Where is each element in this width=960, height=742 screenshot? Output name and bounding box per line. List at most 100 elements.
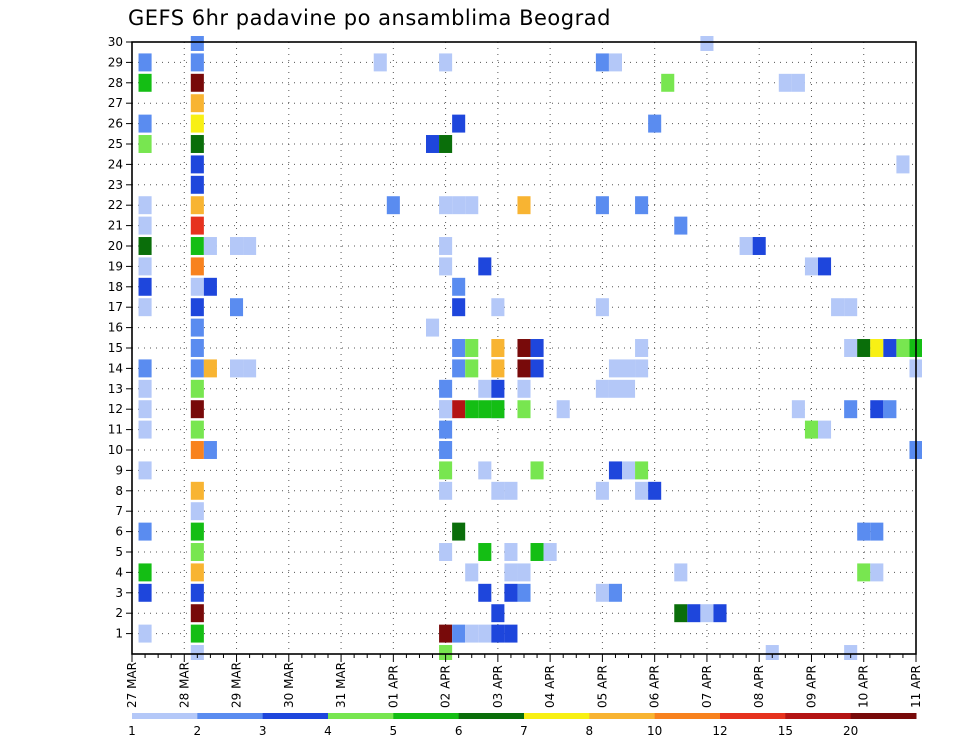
colorbar-label: 10: [647, 724, 662, 738]
heatmap-cell: [517, 339, 531, 357]
y-tick-label: 30: [108, 35, 123, 49]
heatmap-cell: [622, 359, 636, 378]
heatmap-cell: [635, 461, 649, 480]
heatmap-cell: [465, 563, 479, 582]
heatmap-cell: [138, 257, 152, 276]
y-tick-label: 4: [115, 565, 123, 579]
heatmap-cell: [138, 73, 152, 92]
colorbar-label: 8: [586, 724, 594, 738]
colorbar-label: 4: [324, 724, 332, 738]
colorbar-swatch: [850, 713, 917, 719]
heatmap-cell: [608, 461, 622, 480]
y-tick-label: 26: [108, 117, 123, 131]
heatmap-cell: [190, 135, 204, 153]
heatmap-cell: [203, 277, 217, 296]
heatmap-cell: [700, 604, 714, 623]
heatmap-cell: [648, 481, 662, 500]
colorbar-swatch: [654, 713, 721, 719]
heatmap-cell: [713, 604, 727, 623]
heatmap-cell: [452, 624, 466, 643]
heatmap-cell: [778, 73, 792, 92]
heatmap-cell: [190, 237, 204, 255]
heatmap-cell: [635, 196, 649, 215]
y-tick-label: 16: [108, 321, 123, 335]
heatmap-cell: [203, 237, 217, 255]
heatmap-cell: [138, 563, 152, 582]
heatmap-cell: [517, 379, 531, 398]
chart-title: GEFS 6hr padavine po ansamblima Beograd: [128, 6, 611, 30]
heatmap-cell: [190, 604, 204, 623]
heatmap-cell: [190, 94, 204, 113]
heatmap-cell: [478, 543, 492, 561]
y-tick-label: 15: [108, 341, 123, 355]
heatmap-cell: [687, 604, 701, 623]
heatmap-cell: [190, 175, 204, 194]
heatmap-cell: [818, 420, 832, 439]
y-tick-label: 23: [108, 178, 123, 192]
heatmap-cell: [857, 522, 871, 541]
heatmap-cell: [530, 543, 544, 561]
colorbar-swatch: [197, 713, 264, 719]
heatmap-cell: [543, 543, 557, 561]
heatmap-cell: [517, 583, 531, 602]
heatmap-cell: [190, 114, 204, 133]
heatmap-cell: [138, 624, 152, 643]
heatmap-cell: [190, 257, 204, 276]
colorbar: 1 2 3 4 5 6 7 8 10 12 15 20: [128, 713, 917, 738]
colorbar-label: 6: [455, 724, 463, 738]
heatmap-cell: [491, 359, 505, 378]
heatmap-cell: [765, 645, 779, 660]
heatmap-cell: [439, 543, 453, 561]
heatmap-cell: [243, 359, 257, 378]
heatmap-cell: [439, 257, 453, 276]
heatmap-cell: [739, 237, 753, 255]
heatmap-cell: [203, 441, 217, 459]
heatmap-cell: [831, 298, 845, 317]
x-tick-label: 11 APR: [909, 665, 923, 708]
heatmap-cell: [870, 522, 884, 541]
y-tick-label: 27: [108, 96, 123, 110]
y-tick-label: 25: [108, 137, 123, 151]
heatmap-cell: [465, 339, 479, 357]
x-tick-label: 01 APR: [386, 665, 400, 708]
heatmap-cell: [190, 318, 204, 337]
heatmap-cell: [491, 339, 505, 357]
colorbar-swatch: [589, 713, 656, 719]
colorbar-label: 7: [520, 724, 528, 738]
heatmap-cell: [857, 339, 871, 357]
heatmap-cell: [190, 420, 204, 439]
y-tick-label: 21: [108, 219, 123, 233]
heatmap-cell: [478, 400, 492, 419]
heatmap-cell: [635, 481, 649, 500]
heatmap-cell: [190, 400, 204, 419]
heatmap-cell: [439, 196, 453, 215]
x-tick-label: 29 MAR: [230, 662, 244, 708]
heatmap-cell: [190, 481, 204, 500]
heatmap-cell: [622, 461, 636, 480]
colorbar-label: 2: [194, 724, 202, 738]
heatmap-cell: [190, 502, 204, 521]
x-tick-label: 08 APR: [752, 665, 766, 708]
x-tick-label: 04 APR: [543, 665, 557, 708]
heatmap-cell: [635, 359, 649, 378]
heatmap-cell: [190, 196, 204, 215]
heatmap-cell: [426, 318, 440, 337]
heatmap-cell: [478, 583, 492, 602]
heatmap-cell: [190, 73, 204, 92]
heatmap-cell: [896, 339, 910, 357]
y-tick-label: 3: [115, 586, 123, 600]
heatmap-cell: [439, 379, 453, 398]
heatmap-cell: [439, 461, 453, 480]
heatmap-cell: [700, 36, 714, 51]
heatmap-cell: [386, 196, 400, 215]
colorbar-swatch: [328, 713, 394, 719]
heatmap-cell: [373, 53, 387, 72]
heatmap-cell: [530, 339, 544, 357]
heatmap-cell: [190, 563, 204, 582]
colorbar-swatch: [393, 713, 460, 719]
y-tick-label: 5: [115, 545, 123, 559]
heatmap-cell: [190, 155, 204, 174]
x-tick-label: 27 MAR: [125, 662, 139, 708]
heatmap-cell: [504, 624, 518, 643]
